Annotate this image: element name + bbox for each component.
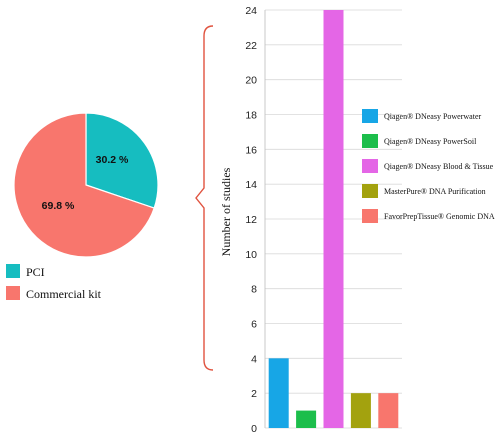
y-axis-label: Number of studies (219, 167, 233, 256)
legend-label-favorpreptissue-genomic-dna: FavorPrepTissue® Genomic DNA (384, 212, 495, 221)
y-tick-label: 24 (245, 5, 257, 17)
legend-label-commercial-kit: Commercial kit (26, 287, 102, 301)
bar-qiagen-dneasy-powersoil (296, 410, 317, 428)
y-tick-label: 0 (251, 423, 257, 435)
legend-label-qiagen-dneasy-blood-tissue: Qiagen® DNeasy Blood & Tissue (384, 162, 494, 171)
pie-legend: PCI Commercial kit (6, 264, 102, 301)
y-tick-label: 4 (251, 353, 257, 365)
bar-legend: Qiagen® DNeasy Powerwater Qiagen® DNeasy … (362, 109, 495, 223)
y-tick-label: 20 (245, 75, 257, 87)
pie-value-label: 30.2 % (96, 154, 129, 166)
legend-swatch-masterpure-dna-purification (362, 184, 378, 198)
pie-chart: 30.2 % 69.8 % (13, 112, 159, 258)
pie-slice-commercial-kit (13, 112, 155, 258)
y-tick-label: 16 (245, 144, 257, 156)
y-tick-label: 6 (251, 319, 257, 331)
y-tick-label: 12 (245, 214, 257, 226)
legend-swatch-qiagen-dneasy-powerwater (362, 109, 378, 123)
legend-label-qiagen-dneasy-powersoil: Qiagen® DNeasy PowerSoil (384, 137, 477, 146)
legend-label-pci: PCI (26, 265, 45, 279)
y-tick-label: 22 (245, 40, 257, 52)
pie-value-label: 69.8 % (42, 200, 75, 212)
bar-series (268, 10, 399, 428)
legend-swatch-qiagen-dneasy-powersoil (362, 134, 378, 148)
bar-qiagen-dneasy-powerwater (268, 358, 289, 428)
bracket (195, 25, 214, 371)
pie-slice-pci (85, 112, 159, 209)
bar-favorpreptissue-genomic-dna (378, 393, 399, 428)
legend-swatch-qiagen-dneasy-blood-tissue (362, 159, 378, 173)
legend-label-qiagen-dneasy-powerwater: Qiagen® DNeasy Powerwater (384, 112, 481, 121)
legend-swatch-favorpreptissue-genomic-dna (362, 209, 378, 223)
legend-swatch-pci (6, 264, 20, 278)
y-tick-label: 2 (251, 388, 257, 400)
y-tick-label: 14 (245, 179, 257, 191)
legend-label-masterpure-dna-purification: MasterPure® DNA Purification (384, 187, 486, 196)
y-tick-label: 10 (245, 249, 257, 261)
bar-masterpure-dna-purification (350, 393, 371, 428)
bar-qiagen-dneasy-blood-tissue (323, 10, 344, 428)
y-tick-label: 8 (251, 284, 257, 296)
y-tick-label: 18 (245, 110, 257, 122)
legend-swatch-commercial-kit (6, 286, 20, 300)
